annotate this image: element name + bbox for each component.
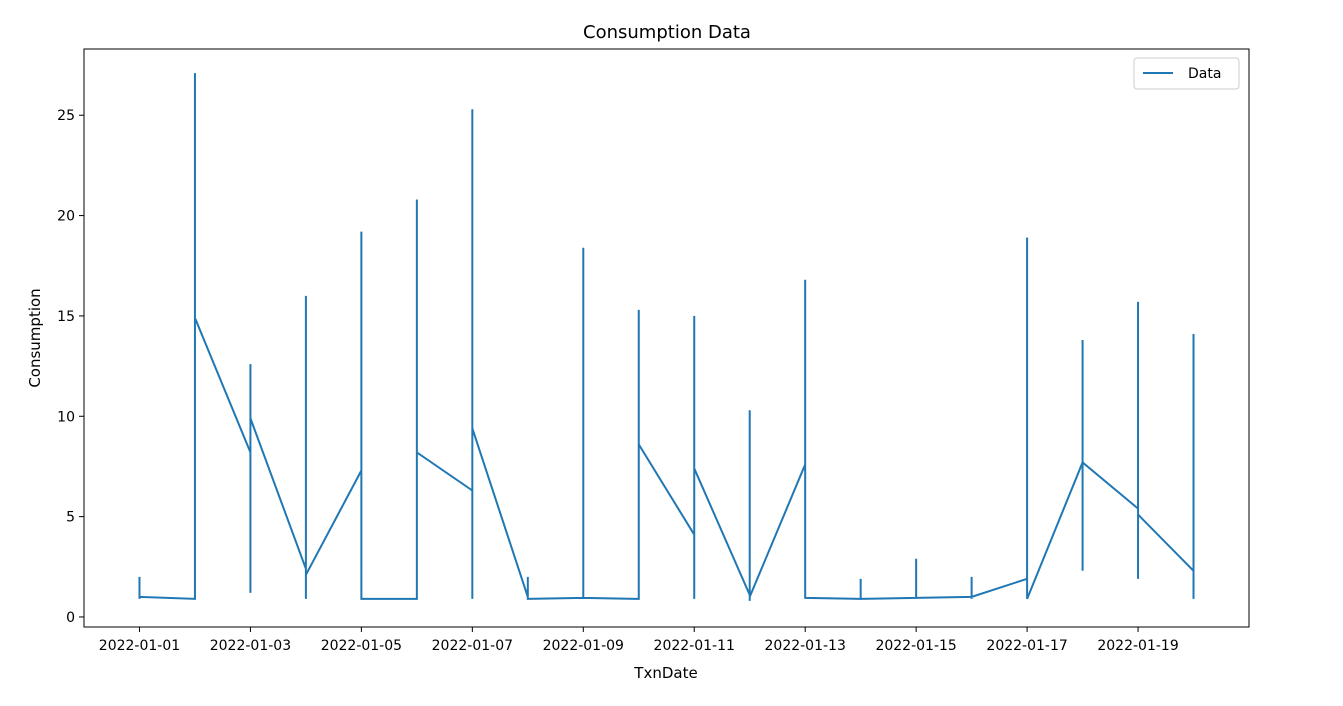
plot-area [84, 49, 1249, 627]
y-tick-label: 0 [66, 610, 75, 626]
x-tick-label: 2022-01-03 [210, 638, 291, 654]
x-tick-label: 2022-01-19 [1097, 638, 1178, 654]
x-tick-label: 2022-01-15 [875, 638, 956, 654]
y-tick-label: 5 [66, 510, 75, 526]
chart-title: Consumption Data [583, 22, 751, 43]
y-axis-ticks: 0 5 10 15 20 25 [57, 108, 84, 626]
x-tick-label: 2022-01-17 [986, 638, 1067, 654]
y-tick-label: 10 [57, 409, 75, 425]
legend: Data [1133, 57, 1240, 90]
x-axis-title: TxnDate [633, 664, 697, 682]
x-axis-ticks: 2022-01-01 2022-01-03 2022-01-05 2022-01-07… [99, 627, 1179, 654]
x-tick-label: 2022-01-01 [99, 638, 180, 654]
y-axis-title: Consumption [26, 288, 44, 387]
x-tick-label: 2022-01-07 [432, 638, 513, 654]
legend-label-data: Data [1188, 66, 1221, 82]
x-tick-label: 2022-01-11 [654, 638, 735, 654]
series-layer [138, 73, 1195, 601]
y-tick-label: 15 [57, 309, 75, 325]
plot-frame [83, 48, 1250, 628]
x-tick-label: 2022-01-13 [765, 638, 846, 654]
y-tick-label: 25 [57, 108, 75, 124]
series-line-0 [138, 73, 1195, 601]
y-tick-label: 20 [57, 209, 75, 225]
x-tick-label: 2022-01-09 [543, 638, 624, 654]
legend-box [1133, 57, 1240, 90]
x-tick-label: 2022-01-05 [321, 638, 402, 654]
